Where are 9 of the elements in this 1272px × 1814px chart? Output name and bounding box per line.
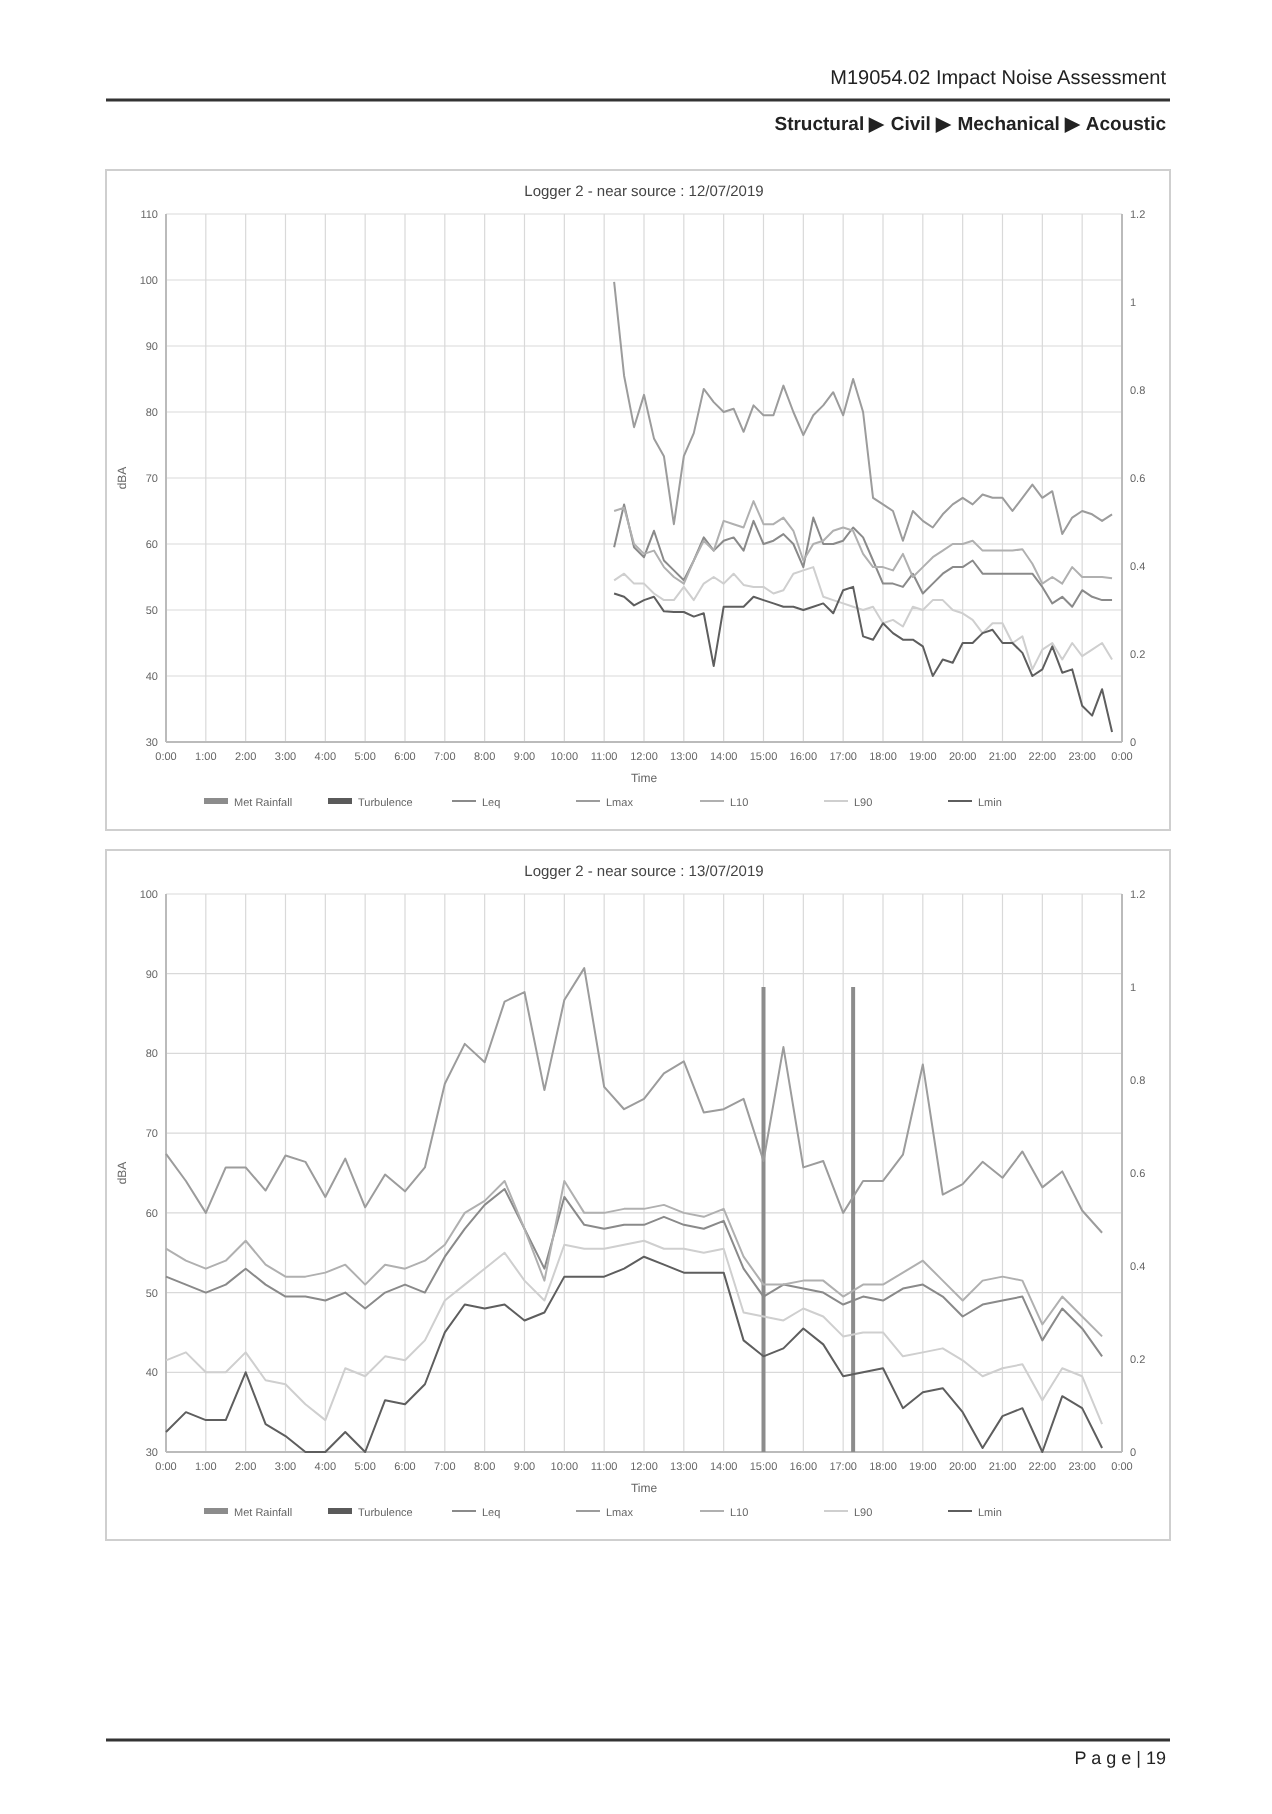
line-series (613, 503, 1114, 608)
line-series (165, 1255, 1104, 1453)
line-series (613, 585, 1114, 734)
line-series (613, 500, 1114, 585)
text: M19054.02 Impact Noise Assessment (830, 68, 1167, 90)
text: Structural ▶ Civil ▶ Mechanical ▶ Acoustic (774, 114, 1166, 136)
line-series (613, 280, 1114, 542)
line-series (165, 967, 1104, 1234)
text: P a g e | 19 (1074, 1748, 1166, 1768)
